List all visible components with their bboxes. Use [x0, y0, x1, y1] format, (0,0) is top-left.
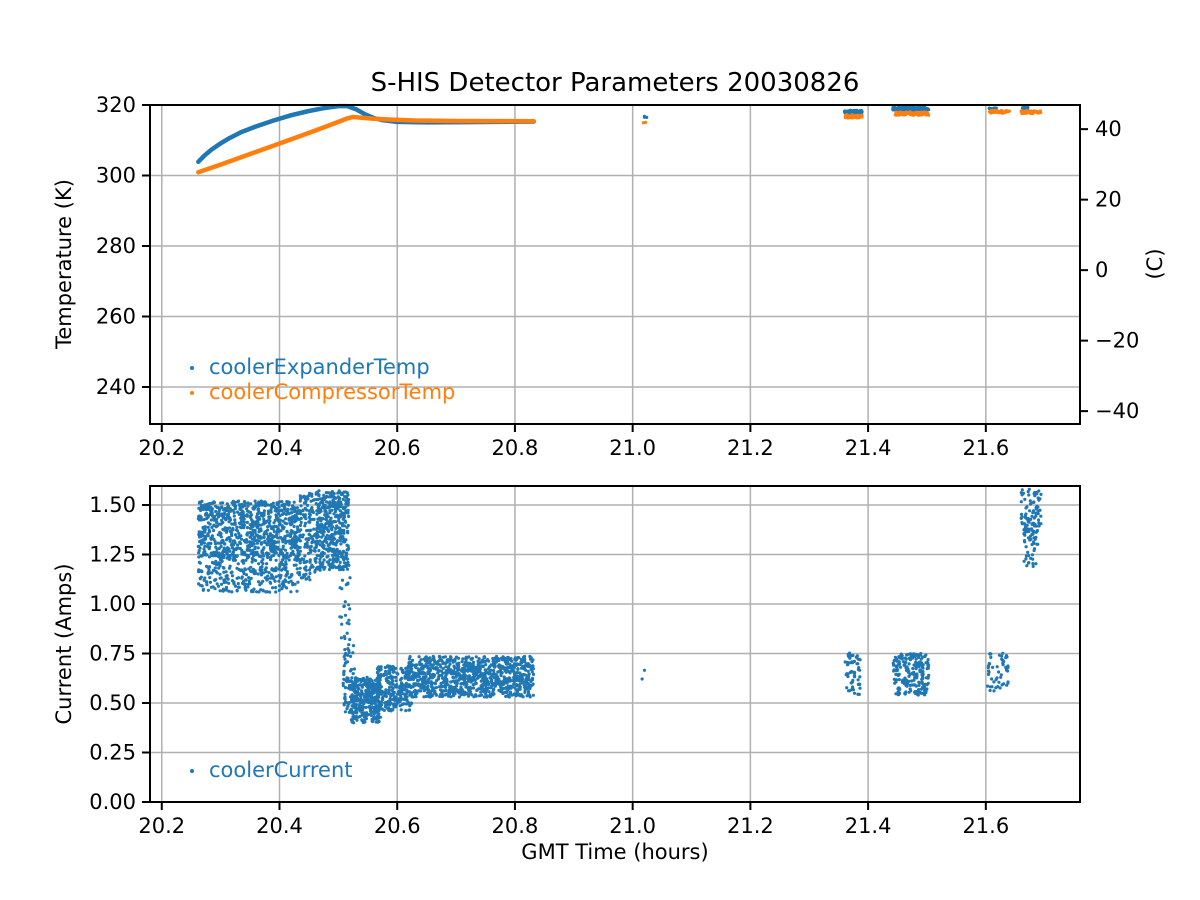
- svg-text:20.8: 20.8: [492, 436, 539, 460]
- svg-text:21.6: 21.6: [962, 436, 1009, 460]
- legend-current: coolerCurrent: [184, 758, 353, 783]
- svg-text:320: 320: [96, 93, 136, 117]
- legend-label: coolerCompressorTemp: [209, 380, 456, 404]
- svg-text:21.6: 21.6: [962, 814, 1009, 838]
- x-axis-label: GMT Time (hours): [521, 840, 709, 864]
- svg-text:21.0: 21.0: [609, 436, 656, 460]
- legend-item-cooler-expander-temp: coolerExpanderTemp: [184, 355, 455, 380]
- svg-text:20: 20: [1095, 188, 1122, 212]
- svg-text:0.00: 0.00: [89, 790, 136, 814]
- legend-label: coolerExpanderTemp: [209, 355, 430, 379]
- svg-text:280: 280: [96, 234, 136, 258]
- legend-label: coolerCurrent: [209, 758, 353, 782]
- svg-text:20.6: 20.6: [374, 436, 421, 460]
- svg-text:21.2: 21.2: [727, 436, 774, 460]
- svg-text:260: 260: [96, 304, 136, 328]
- svg-text:20.6: 20.6: [374, 814, 421, 838]
- svg-text:21.2: 21.2: [727, 814, 774, 838]
- y2-axis-label-celsius: (C): [1143, 248, 1167, 280]
- svg-text:0: 0: [1095, 258, 1108, 282]
- svg-text:20.8: 20.8: [492, 814, 539, 838]
- legend-marker-dot-icon: [190, 365, 194, 370]
- chart-title: S-HIS Detector Parameters 20030826: [370, 68, 860, 98]
- legend-temperature: coolerExpanderTemp coolerCompressorTemp: [184, 355, 455, 405]
- svg-text:1.50: 1.50: [89, 493, 136, 517]
- current-plot: 20.2 20.4 20.6 20.8 21.0 21.2 21.4 21.6 0.00 0.25…: [89, 485, 1081, 838]
- svg-text:300: 300: [96, 163, 136, 187]
- legend-marker-dot-icon: [190, 390, 194, 395]
- legend-item-cooler-current: coolerCurrent: [184, 758, 353, 783]
- svg-text:20.2: 20.2: [138, 436, 185, 460]
- y-axis-label-temperature: Temperature (K): [52, 179, 76, 349]
- legend-marker-dot-icon: [190, 768, 194, 773]
- svg-text:−40: −40: [1095, 399, 1139, 423]
- legend-item-cooler-compressor-temp: coolerCompressorTemp: [184, 380, 455, 405]
- svg-text:0.75: 0.75: [89, 642, 136, 666]
- svg-text:40: 40: [1095, 117, 1122, 141]
- svg-text:20.2: 20.2: [138, 814, 185, 838]
- svg-text:21.4: 21.4: [845, 436, 892, 460]
- svg-text:0.25: 0.25: [89, 741, 136, 765]
- temperature-plot: 20.2 20.4 20.6 20.8 21.0 21.2 21.4 21.6 240 260 28…: [96, 93, 1139, 460]
- svg-text:1.00: 1.00: [89, 592, 136, 616]
- svg-text:0.50: 0.50: [89, 691, 136, 715]
- svg-text:1.25: 1.25: [89, 543, 136, 567]
- svg-text:21.0: 21.0: [609, 814, 656, 838]
- svg-text:20.4: 20.4: [256, 814, 303, 838]
- svg-text:−20: −20: [1095, 329, 1139, 353]
- svg-text:20.4: 20.4: [256, 436, 303, 460]
- svg-text:21.4: 21.4: [845, 814, 892, 838]
- y-axis-label-current: Current (Amps): [52, 563, 76, 725]
- svg-text:240: 240: [96, 375, 136, 399]
